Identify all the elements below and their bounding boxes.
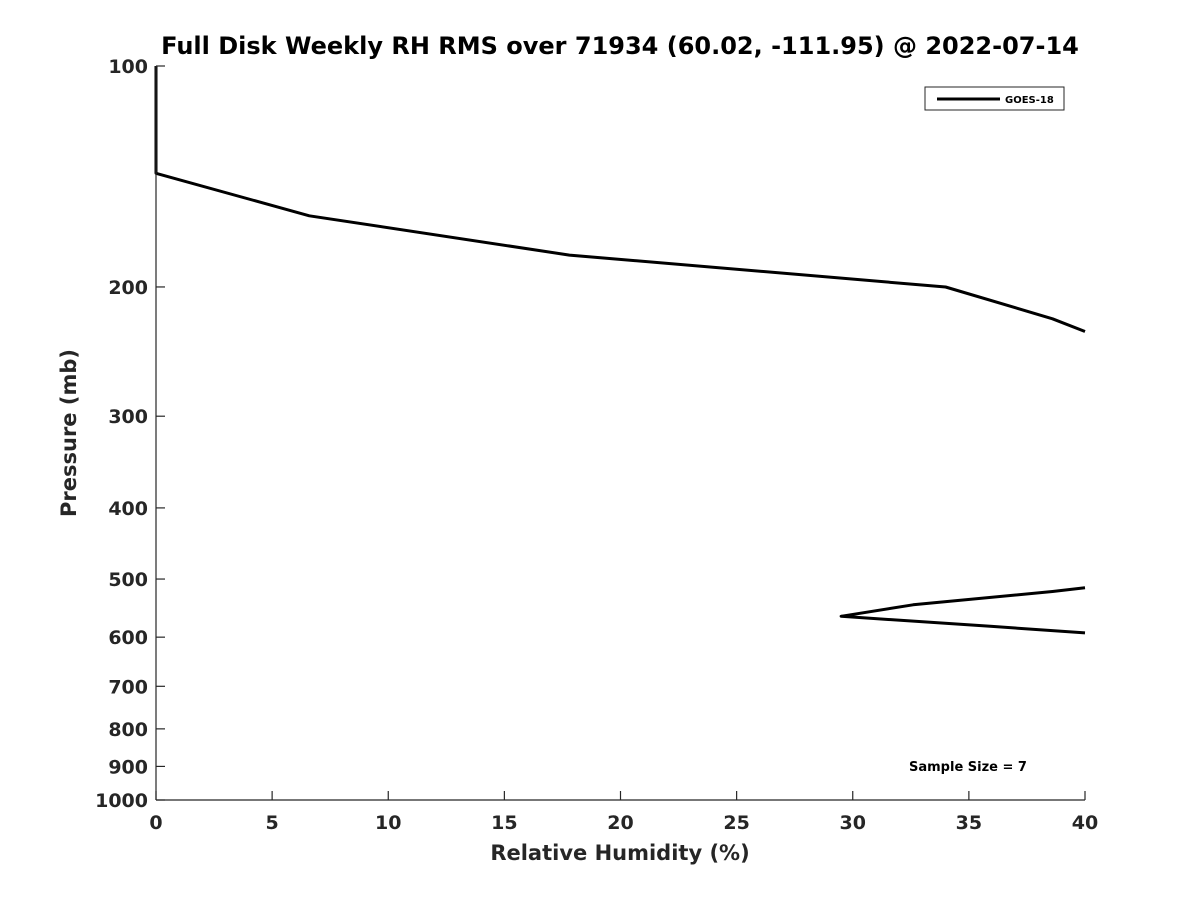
legend: GOES-18 [924,86,1065,111]
x-tick-label: 35 [956,812,982,834]
x-tick-label: 20 [607,812,633,834]
y-tick-label: 700 [108,676,148,698]
y-tick-label: 600 [108,627,148,649]
series-line-goes-18-segment-2 [839,586,1086,635]
x-tick-label: 5 [266,812,279,834]
y-tick-label: 400 [108,498,148,520]
x-tick-label: 25 [723,812,749,834]
x-tick-label: 0 [149,812,162,834]
x-tick-label: 40 [1072,812,1098,834]
y-tick-label: 500 [108,569,148,591]
x-tick-label: 30 [840,812,866,834]
legend-entry-goes-18: GOES-18 [1005,95,1054,106]
x-tick-label: 10 [375,812,401,834]
sample-size-annotation: Sample Size = 7 [909,760,1027,775]
y-axis-label: Pressure (mb) [57,349,81,517]
y-axis: 100 200 300 400 500 600 700 800 900 1000 [95,56,165,812]
chart-title: Full Disk Weekly RH RMS over 71934 (60.0… [161,32,1079,60]
plot-area [154,66,1086,635]
y-tick-label: 300 [108,406,148,428]
x-axis: 0 5 10 15 20 25 30 35 40 [149,791,1098,834]
y-tick-label: 900 [108,756,148,778]
y-tick-label: 800 [108,719,148,741]
y-tick-label: 200 [108,277,148,299]
y-tick-label: 100 [108,56,148,78]
x-tick-label: 15 [491,812,517,834]
y-tick-label: 1000 [95,790,148,812]
x-axis-label: Relative Humidity (%) [490,841,749,865]
